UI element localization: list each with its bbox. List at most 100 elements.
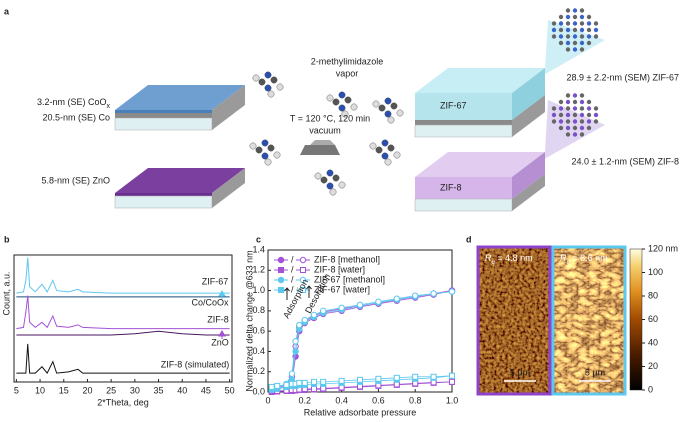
legend-sep: / bbox=[291, 254, 294, 264]
atom bbox=[558, 112, 564, 118]
atom bbox=[326, 94, 334, 102]
vapor-label: vapor bbox=[336, 68, 359, 78]
series-label: ZIF-8 bbox=[207, 314, 229, 324]
atom bbox=[593, 106, 599, 111]
atom bbox=[384, 110, 392, 118]
legend-label: ZIF-8 [methanol] bbox=[314, 254, 380, 264]
atom bbox=[326, 169, 334, 177]
atom bbox=[338, 181, 346, 189]
layer bbox=[114, 195, 213, 209]
atom bbox=[341, 110, 349, 118]
arrow bbox=[306, 285, 312, 298]
atom bbox=[586, 125, 592, 131]
atom bbox=[261, 139, 269, 147]
marker bbox=[288, 370, 296, 377]
y-tick-label: 1.0 bbox=[252, 285, 265, 295]
condition: T = 120 °C, 120 min bbox=[290, 113, 370, 123]
marker bbox=[296, 379, 303, 386]
trace bbox=[16, 343, 230, 375]
framework bbox=[551, 93, 599, 137]
atom bbox=[252, 74, 260, 82]
slab-top bbox=[115, 168, 245, 193]
size-label: 28.9 ± 2.2-nm (SEM) ZIF-67 bbox=[567, 72, 679, 82]
molecule bbox=[314, 169, 346, 196]
marker bbox=[292, 338, 299, 345]
atom bbox=[558, 106, 564, 111]
atom bbox=[314, 172, 322, 180]
film-front bbox=[415, 177, 512, 199]
x-tick-label: 10 bbox=[35, 385, 45, 395]
colorbar bbox=[629, 248, 643, 391]
atom bbox=[551, 34, 557, 39]
legend-sep: / bbox=[291, 274, 294, 284]
atom bbox=[586, 21, 592, 26]
atom bbox=[338, 91, 346, 99]
colorbar-tick-label: 40 bbox=[648, 337, 658, 347]
atom bbox=[273, 151, 281, 159]
atom bbox=[586, 99, 592, 105]
atom bbox=[586, 119, 592, 124]
layer bbox=[115, 193, 212, 196]
y-tick-label: 0.2 bbox=[252, 366, 265, 376]
x-tick-label: 40 bbox=[177, 385, 187, 395]
roughness-label: Rq = 4.8 nm bbox=[485, 253, 533, 265]
layer bbox=[115, 110, 212, 113]
arrow bbox=[284, 287, 290, 300]
marker bbox=[274, 382, 281, 389]
atom bbox=[390, 102, 398, 110]
atom bbox=[579, 14, 585, 20]
atom bbox=[565, 47, 571, 52]
layer-label: 20.5-nm (SE) Co bbox=[42, 112, 110, 122]
y-tick-label: 1.2 bbox=[252, 265, 265, 275]
atom bbox=[261, 152, 269, 160]
x-tick-label: 0 bbox=[265, 395, 270, 405]
atom bbox=[372, 100, 380, 108]
atom bbox=[579, 112, 585, 118]
legend-marker bbox=[300, 267, 306, 273]
marker bbox=[292, 348, 299, 355]
x-tick-label: 0.2 bbox=[299, 395, 312, 405]
atom bbox=[565, 99, 571, 105]
arrow bbox=[218, 330, 226, 339]
y-tick-label: 0.4 bbox=[252, 346, 265, 356]
atom bbox=[375, 146, 383, 154]
atom bbox=[387, 116, 395, 124]
afm-image bbox=[554, 248, 624, 393]
atom bbox=[586, 27, 592, 33]
marker bbox=[375, 298, 382, 305]
atom bbox=[565, 112, 571, 118]
atom bbox=[579, 125, 585, 131]
series-label: ZnO bbox=[211, 337, 229, 347]
atom bbox=[565, 93, 571, 98]
series-label: Co/CoOx bbox=[191, 297, 229, 307]
atom bbox=[350, 103, 358, 111]
atom bbox=[572, 40, 578, 46]
colorbar-tick-label: 100 bbox=[648, 267, 663, 277]
x-tick-label: 1.0 bbox=[446, 395, 459, 405]
subscript: q bbox=[492, 260, 496, 266]
atom bbox=[558, 34, 564, 39]
colorbar-tick-label: 120 nm bbox=[648, 243, 678, 253]
atom bbox=[579, 21, 585, 26]
legend-marker bbox=[277, 256, 285, 264]
roughness-label: Rq = 8.6 nm bbox=[560, 253, 608, 265]
atom bbox=[276, 83, 284, 91]
slab-side bbox=[512, 95, 545, 137]
atom bbox=[384, 158, 392, 166]
marker bbox=[268, 383, 275, 390]
colorbar-tick-label: 60 bbox=[648, 314, 658, 324]
y-axis-label: Count, a.u. bbox=[1, 271, 11, 315]
legend-label: ZIF-67 [methanol] bbox=[314, 274, 385, 284]
atom bbox=[381, 152, 389, 160]
legend-marker bbox=[277, 276, 285, 284]
x-tick-label: 0.6 bbox=[372, 395, 385, 405]
series-label: ZIF-67 bbox=[202, 276, 229, 286]
legend-label: ZIF-67 [water] bbox=[314, 284, 370, 294]
atom bbox=[593, 21, 599, 26]
atom bbox=[551, 119, 557, 124]
atom bbox=[558, 14, 564, 20]
x-axis-label: Relative adsorbate pressure bbox=[304, 407, 417, 417]
atom bbox=[558, 119, 564, 124]
layer bbox=[114, 117, 213, 131]
colorbar-tick-label: 0 bbox=[648, 384, 653, 394]
